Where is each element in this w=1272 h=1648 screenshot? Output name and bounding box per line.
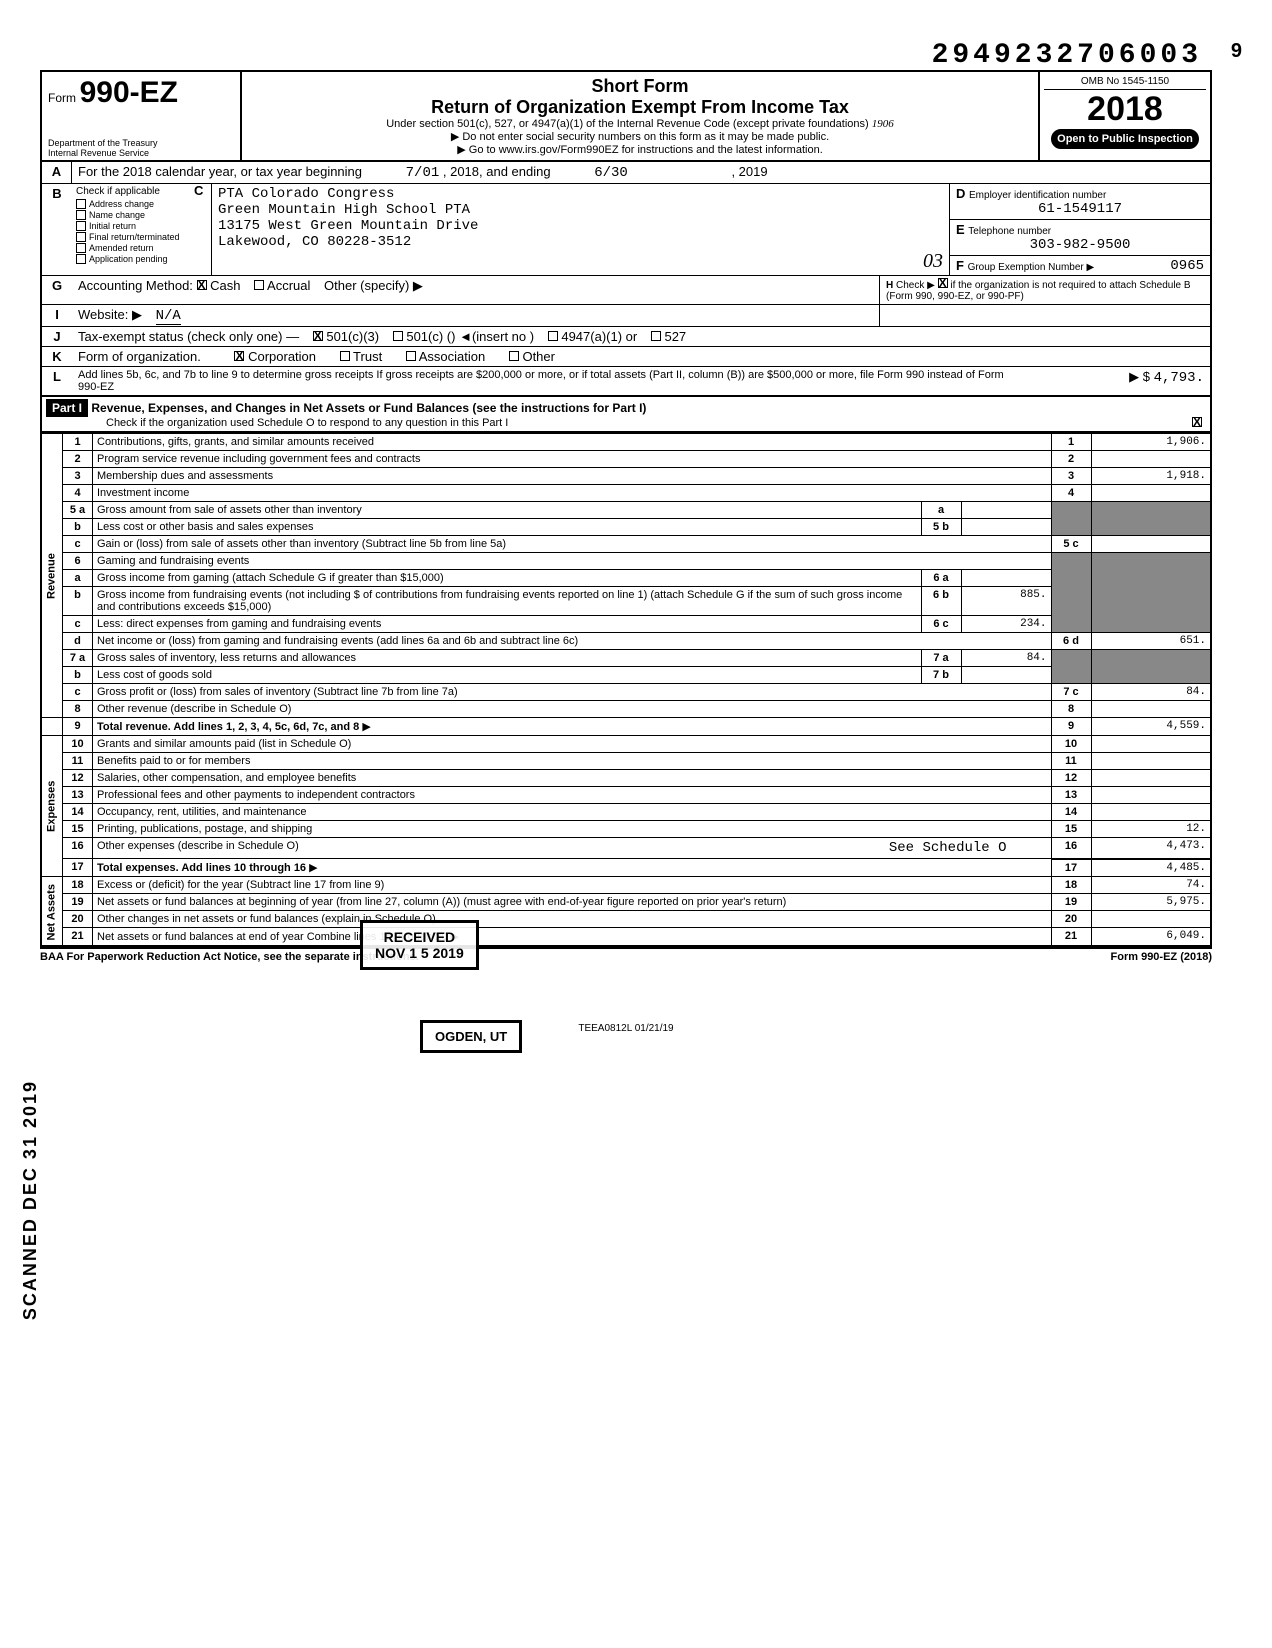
net-assets-label: Net Assets xyxy=(41,877,63,947)
line-k: K Form of organization. Corporation Trus… xyxy=(40,347,1212,367)
inspection-badge: Open to Public Inspection xyxy=(1051,129,1199,149)
org-city: Lakewood, CO 80228-3512 xyxy=(218,234,943,250)
subtitle-1: Under section 501(c), 527, or 4947(a)(1)… xyxy=(250,118,1030,130)
bcdef-block: B Check if applicable Address change Nam… xyxy=(40,184,1212,276)
check-527[interactable] xyxy=(651,331,661,341)
form-table: Revenue 1Contributions, gifts, grants, a… xyxy=(40,433,1212,947)
expenses-label: Expenses xyxy=(41,736,63,877)
website-value: N/A xyxy=(156,308,181,325)
phone-value: 303-982-9500 xyxy=(956,237,1204,253)
group-exemption: 0965 xyxy=(1170,258,1204,274)
line-g-h: G Accounting Method: Cash Accrual Other … xyxy=(40,276,1212,305)
subtitle-2: ▶ Do not enter social security numbers o… xyxy=(250,130,1030,143)
check-501c[interactable] xyxy=(393,331,403,341)
form-number: 990-EZ xyxy=(80,76,178,109)
handwritten-03: 03 xyxy=(923,250,943,273)
check-pending[interactable] xyxy=(76,254,86,264)
line-a: A For the 2018 calendar year, or tax yea… xyxy=(40,162,1212,184)
subtitle-3: ▶ Go to www.irs.gov/Form990EZ for instru… xyxy=(250,143,1030,156)
received-stamp: RECEIVED NOV 1 5 2019 xyxy=(360,920,479,970)
handwritten-1906: 1906 xyxy=(872,118,894,130)
ein-value: 61-1549117 xyxy=(956,201,1204,217)
check-final-return[interactable] xyxy=(76,232,86,242)
check-initial-return[interactable] xyxy=(76,221,86,231)
footer-code: TEEA0812L 01/21/19 xyxy=(40,1023,1212,1034)
dept-irs: Internal Revenue Service xyxy=(48,148,158,158)
check-501c3[interactable] xyxy=(313,331,323,341)
check-schedule-o[interactable] xyxy=(1192,417,1202,427)
gross-receipts: 4,793. xyxy=(1154,370,1204,386)
check-amended[interactable] xyxy=(76,243,86,253)
check-trust[interactable] xyxy=(340,351,350,361)
return-title: Return of Organization Exempt From Incom… xyxy=(250,97,1030,118)
check-address-change[interactable] xyxy=(76,199,86,209)
check-corp[interactable] xyxy=(234,351,244,361)
form-header: Form 990-EZ Department of the Treasury I… xyxy=(40,70,1212,162)
check-schedule-b[interactable] xyxy=(938,278,948,288)
dept-treasury: Department of the Treasury xyxy=(48,138,158,148)
omb-number: OMB No 1545-1150 xyxy=(1044,76,1206,90)
check-accrual[interactable] xyxy=(254,280,264,290)
check-other[interactable] xyxy=(509,351,519,361)
revenue-label: Revenue xyxy=(41,434,63,718)
check-cash[interactable] xyxy=(197,280,207,290)
form-label: Form xyxy=(48,91,76,105)
scanned-stamp: SCANNED DEC 31 2019 xyxy=(20,1080,41,1320)
org-address: 13175 West Green Mountain Drive xyxy=(218,218,943,234)
footer: BAA For Paperwork Reduction Act Notice, … xyxy=(40,947,1212,963)
tax-year: 2018 xyxy=(1044,90,1206,129)
part-1-header: Part I Revenue, Expenses, and Changes in… xyxy=(40,397,1212,433)
ogden-stamp: OGDEN, UT xyxy=(420,1020,522,1053)
check-assoc[interactable] xyxy=(406,351,416,361)
line-i: I Website: ▶ N/A xyxy=(40,305,1212,327)
line-j: J Tax-exempt status (check only one) — 5… xyxy=(40,327,1212,347)
page-number: 9 xyxy=(1231,40,1242,63)
org-name-1: PTA Colorado Congress xyxy=(218,186,943,202)
line-l: L Add lines 5b, 6c, and 7b to line 9 to … xyxy=(40,367,1212,397)
check-name-change[interactable] xyxy=(76,210,86,220)
check-4947[interactable] xyxy=(548,331,558,341)
document-number: 2949232706003 xyxy=(932,40,1202,71)
org-name-2: Green Mountain High School PTA xyxy=(218,202,943,218)
short-form-title: Short Form xyxy=(250,76,1030,97)
footer-right: Form 990-EZ (2018) xyxy=(1111,951,1212,963)
